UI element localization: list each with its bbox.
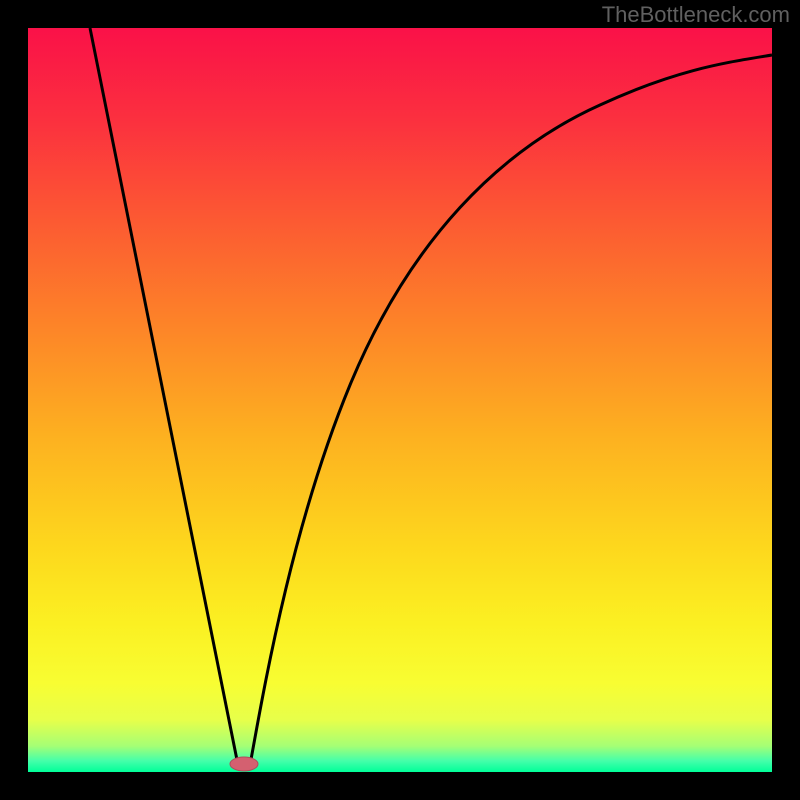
watermark-text: TheBottleneck.com [602,2,790,28]
chart-plot-background [28,28,772,772]
bottleneck-chart [0,0,800,800]
chart-container: TheBottleneck.com [0,0,800,800]
minimum-marker [230,757,258,771]
